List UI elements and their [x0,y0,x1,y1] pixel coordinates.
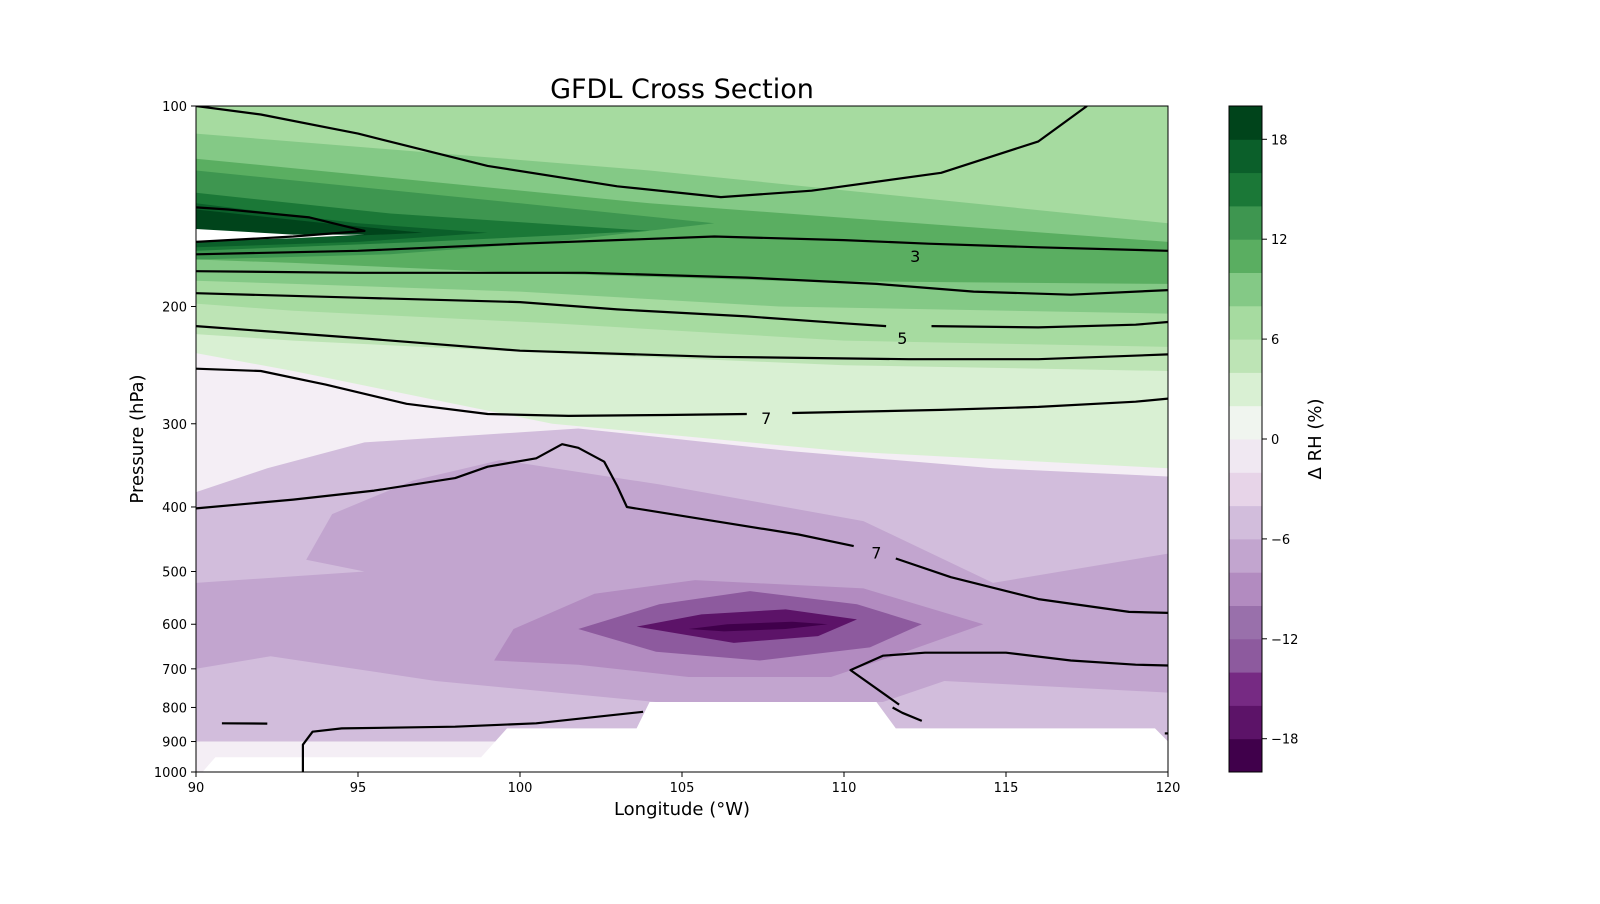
y-tick-label-0: 100 [162,100,187,115]
x-tick-label-0: 90 [188,781,205,796]
colorbar-segment-3 [1229,639,1262,673]
y-tick-label-6: 700 [162,663,187,678]
colorbar-segment-15 [1229,239,1262,273]
colorbar-segment-13 [1229,306,1262,340]
colorbar-segment-19 [1229,106,1262,140]
colorbar-segment-17 [1229,173,1262,207]
x-tick-label-5: 115 [994,781,1019,796]
y-axis: 100 200 300 400 500 600 700 800 900 1000 [154,100,196,781]
colorbar-segment-6 [1229,539,1262,573]
colorbar-segment-18 [1229,139,1262,173]
y-tick-label-8: 900 [162,736,187,751]
colorbar-segment-14 [1229,273,1262,307]
colorbar-tick-label-4: −6 [1271,533,1290,548]
colorbar-tick-label-5: −12 [1271,633,1298,648]
contour-label-3: 7 [871,543,881,562]
colorbar-tick-label-1: 12 [1271,233,1288,248]
colorbar-segment-8 [1229,472,1262,506]
chart-title: GFDL Cross Section [550,74,814,105]
x-tick-label-1: 95 [350,781,367,796]
colorbar-tick-label-6: −18 [1271,733,1298,748]
y-tick-label-5: 600 [162,618,187,633]
y-tick-label-9: 1000 [154,766,187,781]
colorbar-segment-2 [1229,672,1262,706]
y-tick-label-4: 500 [162,566,187,581]
colorbar-segment-5 [1229,572,1262,606]
plot-area [196,106,1168,772]
colorbar-segment-4 [1229,606,1262,640]
y-tick-label-7: 800 [162,701,187,716]
colorbar-segment-9 [1229,439,1262,473]
colorbar-segment-16 [1229,206,1262,240]
contour-label-2: 7 [761,409,771,428]
x-tick-label-2: 100 [508,781,533,796]
colorbar-tick-label-2: 6 [1271,333,1279,348]
colorbar-segment-12 [1229,339,1262,373]
x-tick-label-6: 120 [1156,781,1181,796]
x-tick-label-3: 105 [670,781,695,796]
colorbar: 18 12 6 0 −6 −12 −18 [1229,106,1298,773]
colorbar-tick-label-0: 18 [1271,133,1288,148]
contour-label-0: 3 [910,247,920,266]
x-axis-label: Longitude (°W) [614,799,750,820]
colorbar-segment-0 [1229,739,1262,773]
contour-label-1: 5 [897,329,907,348]
colorbar-segment-10 [1229,406,1262,440]
colorbar-segment-1 [1229,705,1262,739]
x-axis: 90 95 100 105 110 115 120 [188,772,1181,796]
y-tick-label-1: 200 [162,300,187,315]
colorbar-tick-label-3: 0 [1271,433,1279,448]
y-tick-label-2: 300 [162,418,187,433]
y-tick-label-3: 400 [162,501,187,516]
colorbar-label: Δ RH (%) [1305,399,1326,480]
x-tick-label-4: 110 [832,781,857,796]
y-axis-label: Pressure (hPa) [127,374,148,503]
colorbar-segment-11 [1229,372,1262,406]
colorbar-segment-7 [1229,506,1262,540]
